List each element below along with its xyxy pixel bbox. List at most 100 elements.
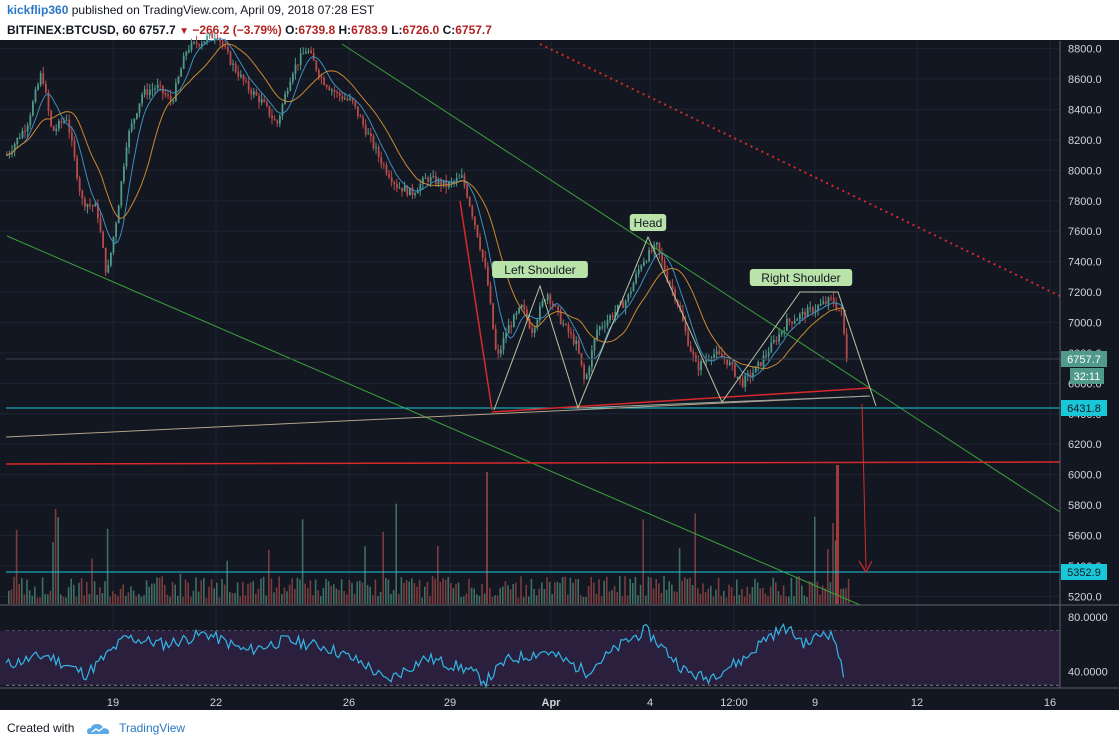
volume-bar: [494, 595, 496, 604]
candle-body: [689, 345, 692, 352]
volume-bar: [590, 576, 592, 604]
close-value: 6757.7: [455, 23, 492, 37]
candle-body: [728, 362, 731, 365]
candle-body: [357, 106, 359, 117]
candle-body: [172, 100, 175, 102]
volume-bar: [478, 595, 481, 604]
volume-bar: [114, 593, 117, 604]
candle-body: [240, 74, 242, 77]
volume-bar: [736, 579, 738, 604]
volume-bar: [140, 596, 143, 604]
candle-body: [149, 90, 151, 95]
candle-body: [609, 315, 611, 321]
candle-body: [151, 89, 154, 91]
volume-bar: [179, 573, 182, 604]
volume-bar: [257, 588, 260, 604]
volume-bar: [125, 595, 127, 604]
volume-bar: [382, 531, 384, 604]
volume-bar: [811, 581, 813, 604]
volume-bar: [629, 578, 631, 604]
author-link[interactable]: kickflip360: [7, 3, 69, 17]
tradingview-link[interactable]: TradingView: [119, 721, 186, 735]
candle-body: [637, 269, 640, 274]
time-tick-label: 12:00: [720, 697, 748, 709]
candle-body: [302, 53, 305, 55]
volume-bar: [286, 591, 288, 604]
candle-body: [713, 354, 715, 358]
candle-body: [502, 338, 505, 350]
volume-bar: [452, 588, 455, 604]
volume-bar: [359, 580, 361, 604]
candle-body: [617, 304, 619, 312]
volume-bar: [598, 579, 600, 604]
high-value: 6783.9: [351, 23, 388, 37]
volume-bar: [715, 589, 717, 604]
volume-bar: [75, 596, 78, 604]
volume-bar: [265, 595, 267, 604]
volume-bar: [468, 578, 470, 604]
candle-body: [843, 311, 845, 334]
rsi-band: [0, 630, 1060, 686]
volume-bar: [663, 576, 665, 604]
volume-bar: [720, 595, 722, 604]
time-tick-label: 22: [210, 697, 222, 709]
price-label-bg: [1061, 400, 1107, 416]
volume-bar: [515, 582, 517, 604]
candle-body: [307, 50, 310, 52]
candle-body: [721, 353, 723, 358]
candle-body: [289, 81, 292, 91]
candle-body: [120, 181, 123, 206]
volume-bar: [444, 579, 447, 604]
volume-bar: [499, 588, 501, 604]
candle-body: [380, 157, 383, 165]
volume-bar: [353, 593, 356, 604]
volume-bar: [223, 584, 226, 604]
volume-bar: [668, 581, 670, 604]
volume-bar: [119, 588, 122, 604]
candle-body: [786, 318, 788, 331]
volume-bar: [171, 581, 174, 604]
candle-body: [219, 38, 221, 42]
candle-body: [596, 329, 598, 340]
volume-bar: [356, 581, 358, 604]
volume-bar: [717, 577, 720, 604]
candle-body: [263, 99, 266, 103]
volume-bar: [741, 589, 743, 604]
volume-bar: [762, 588, 764, 604]
volume-bar: [795, 576, 798, 604]
candle-body: [91, 205, 94, 207]
down-arrow-icon: ▼: [179, 26, 189, 37]
candle-body: [260, 99, 263, 103]
candle-body: [640, 265, 643, 270]
volume-bar: [686, 579, 689, 604]
candle-body: [424, 177, 427, 179]
time-tick-label: 26: [343, 697, 355, 709]
candle-body: [255, 91, 258, 96]
volume-bar: [255, 593, 257, 604]
candle-body: [505, 333, 507, 339]
red-target-arrow-head: [858, 560, 873, 574]
red-dotted-resistance: [539, 43, 1061, 297]
volume-bar: [577, 578, 579, 604]
candle-body: [559, 310, 562, 325]
volume-bar: [151, 583, 153, 604]
annotation-label-bg: [492, 261, 588, 278]
candle-body: [767, 352, 770, 356]
volume-bar: [517, 597, 520, 604]
candle-body: [6, 155, 8, 157]
price-tick-label: 7800.0: [1068, 196, 1102, 208]
candle-body: [663, 260, 666, 272]
price-label-bg: [1070, 368, 1104, 384]
candle-body: [801, 311, 804, 315]
volume-bar: [249, 582, 252, 604]
volume-bar: [26, 579, 28, 604]
candle-body: [73, 140, 76, 158]
candle-body: [627, 293, 630, 302]
candle-body: [562, 323, 565, 325]
candle-body: [487, 266, 489, 286]
ma-fast-line: [5, 38, 847, 378]
candle-body: [775, 340, 778, 342]
volume-bar: [522, 597, 525, 604]
candle-body: [440, 179, 442, 186]
